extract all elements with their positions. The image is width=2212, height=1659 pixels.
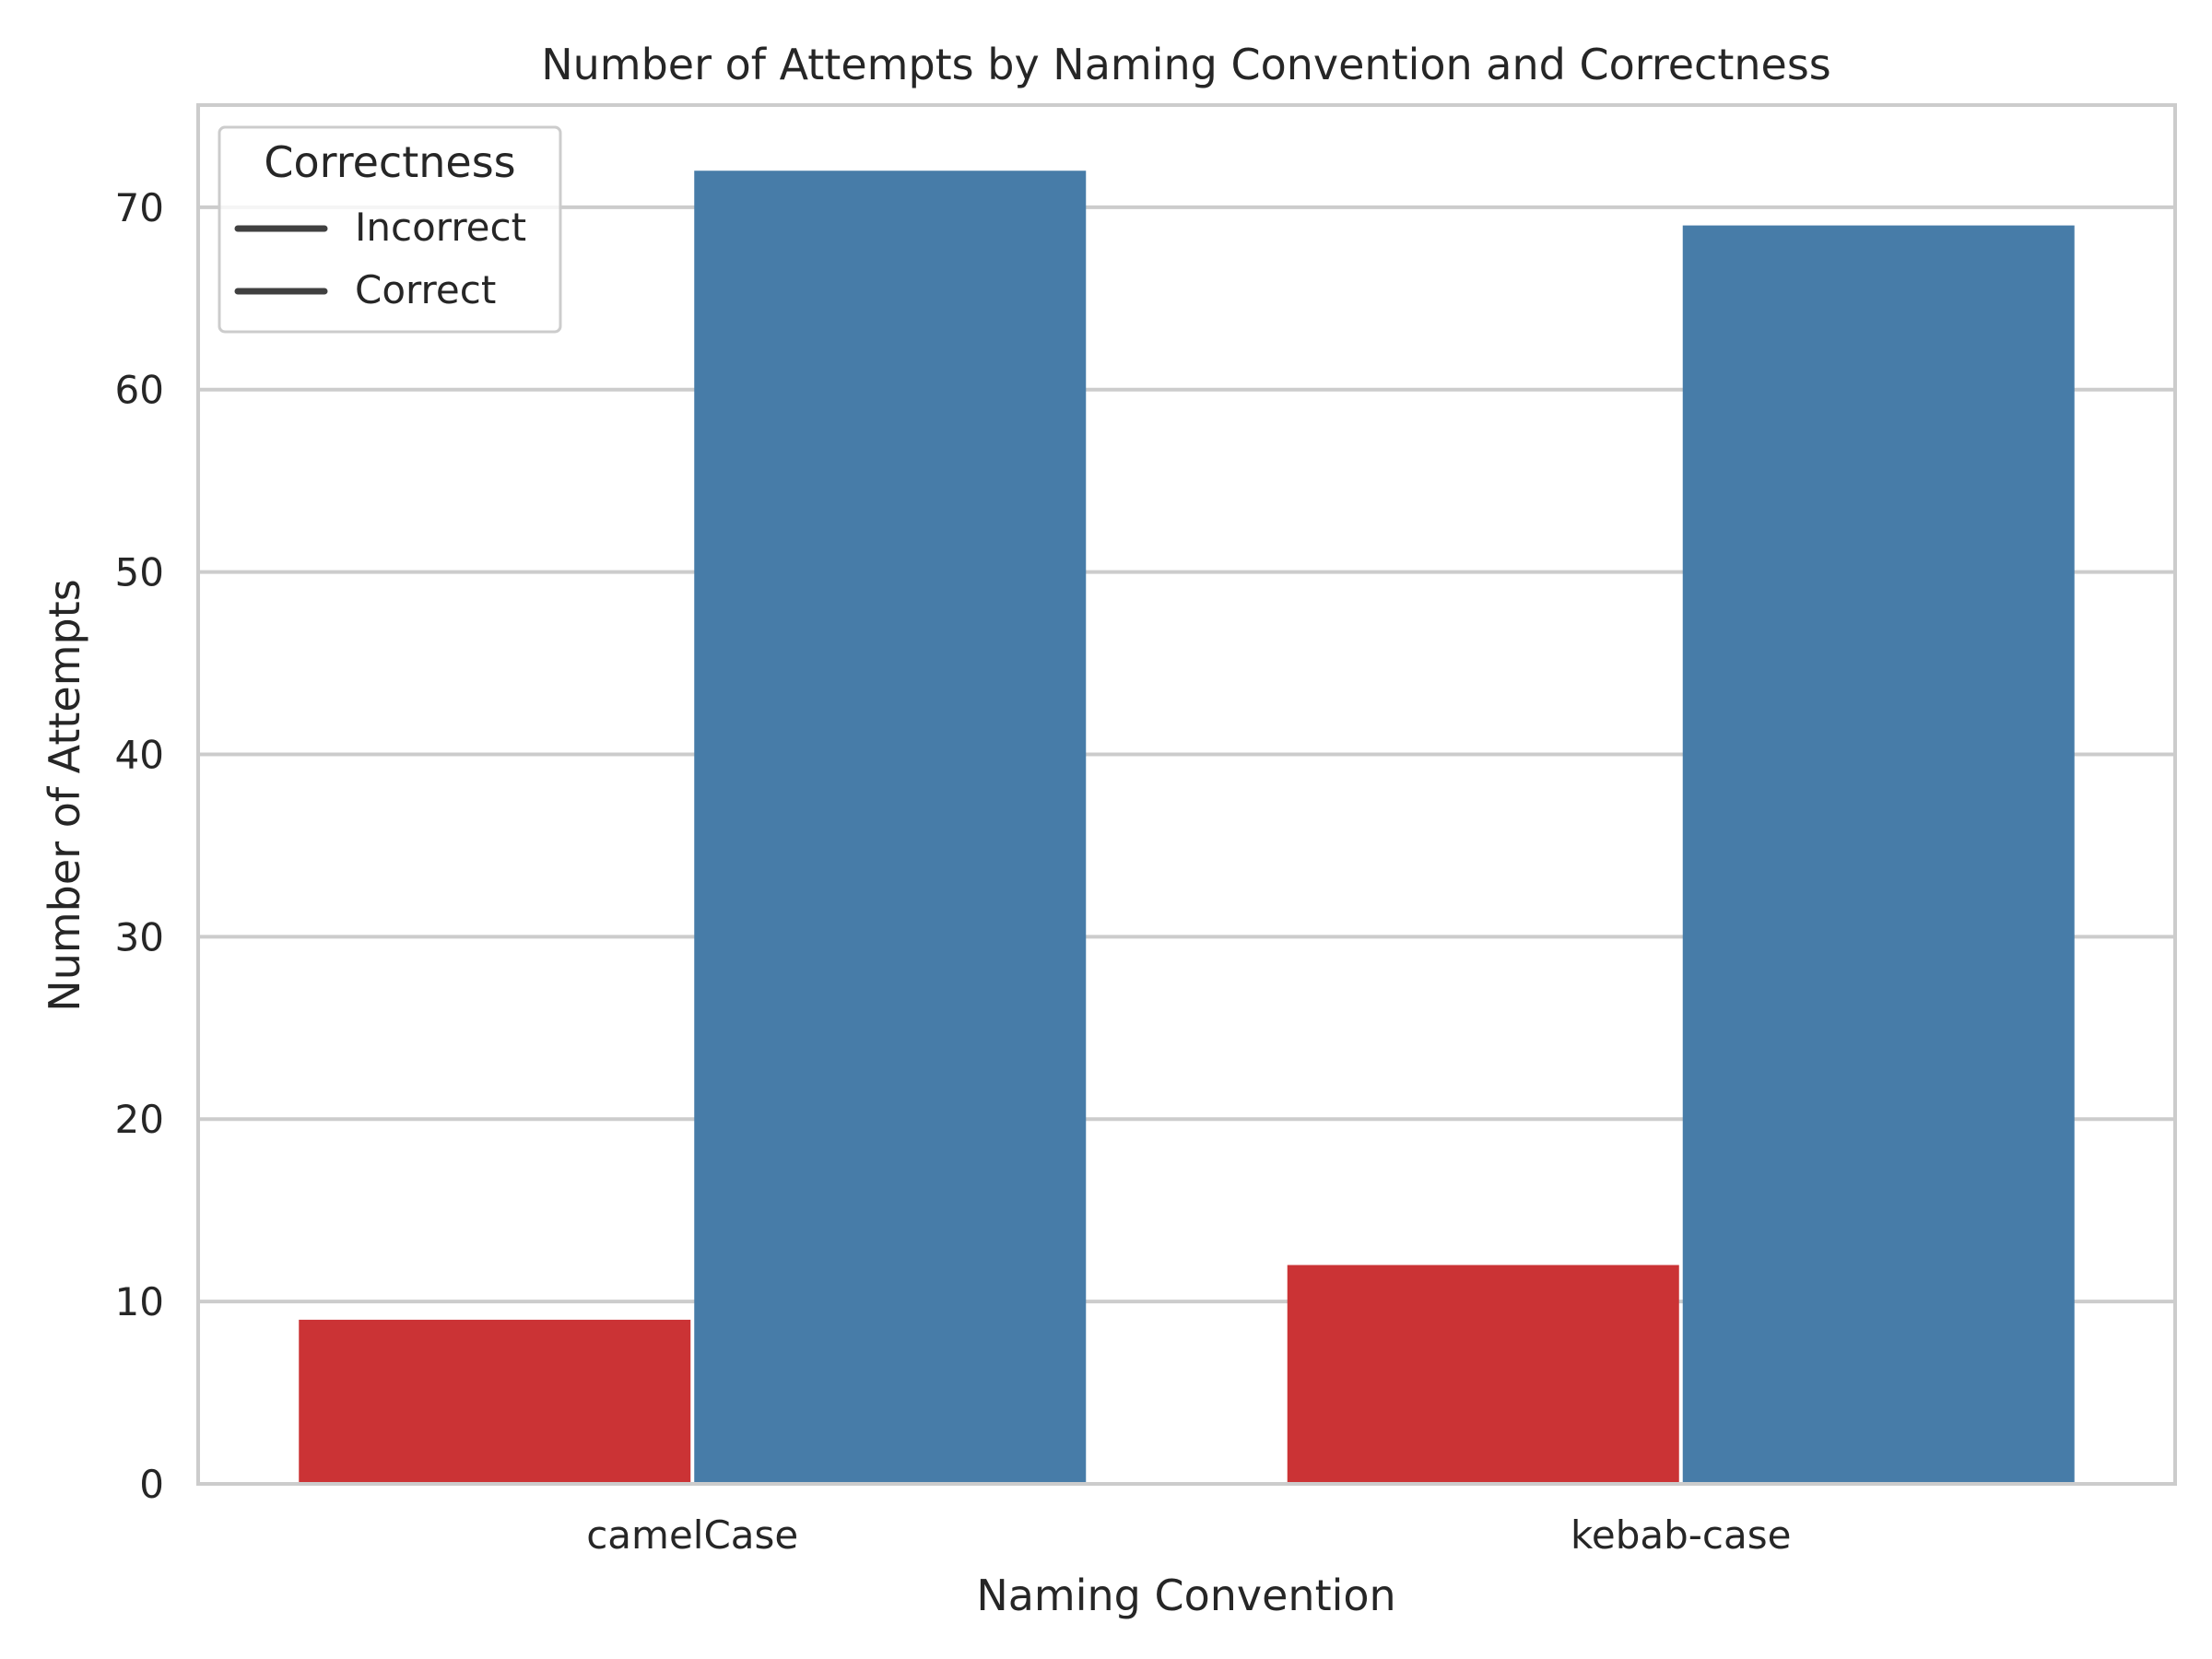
- plot-frame: [196, 103, 2177, 1486]
- bars: [299, 171, 2075, 1485]
- legend: Correctness Incorrect Correct: [218, 125, 562, 334]
- y-tick-labels: 0 10 20 30 40 50 60 70: [115, 185, 164, 1507]
- bar-kebab-case-correct: [1682, 225, 2075, 1485]
- legend-label-incorrect: Incorrect: [355, 205, 526, 250]
- x-tick-label: camelCase: [586, 1512, 798, 1558]
- y-tick-label: 70: [115, 185, 164, 230]
- bar-camelCase-incorrect: [299, 1319, 691, 1484]
- x-tick-labels: camelCase kebab-case: [586, 1512, 1791, 1558]
- legend-title: Correctness: [264, 137, 515, 187]
- legend-label-correct: Correct: [355, 267, 496, 312]
- bar-kebab-case-incorrect: [1287, 1265, 1679, 1484]
- y-tick-label: 50: [115, 550, 164, 595]
- x-tick-label: kebab-case: [1571, 1512, 1791, 1558]
- legend-box: [218, 125, 562, 334]
- y-tick-label: 60: [115, 368, 164, 413]
- y-tick-label: 40: [115, 732, 164, 777]
- y-tick-label: 0: [139, 1462, 164, 1507]
- x-axis-label: Naming Convention: [976, 1571, 1395, 1620]
- chart-title: Number of Attempts by Naming Convention …: [541, 40, 1831, 89]
- y-tick-label: 20: [115, 1097, 164, 1142]
- y-axis-label: Number of Attempts: [40, 579, 89, 1011]
- bar-camelCase-correct: [694, 171, 1087, 1485]
- y-tick-label: 10: [115, 1279, 164, 1324]
- y-tick-label: 30: [115, 914, 164, 959]
